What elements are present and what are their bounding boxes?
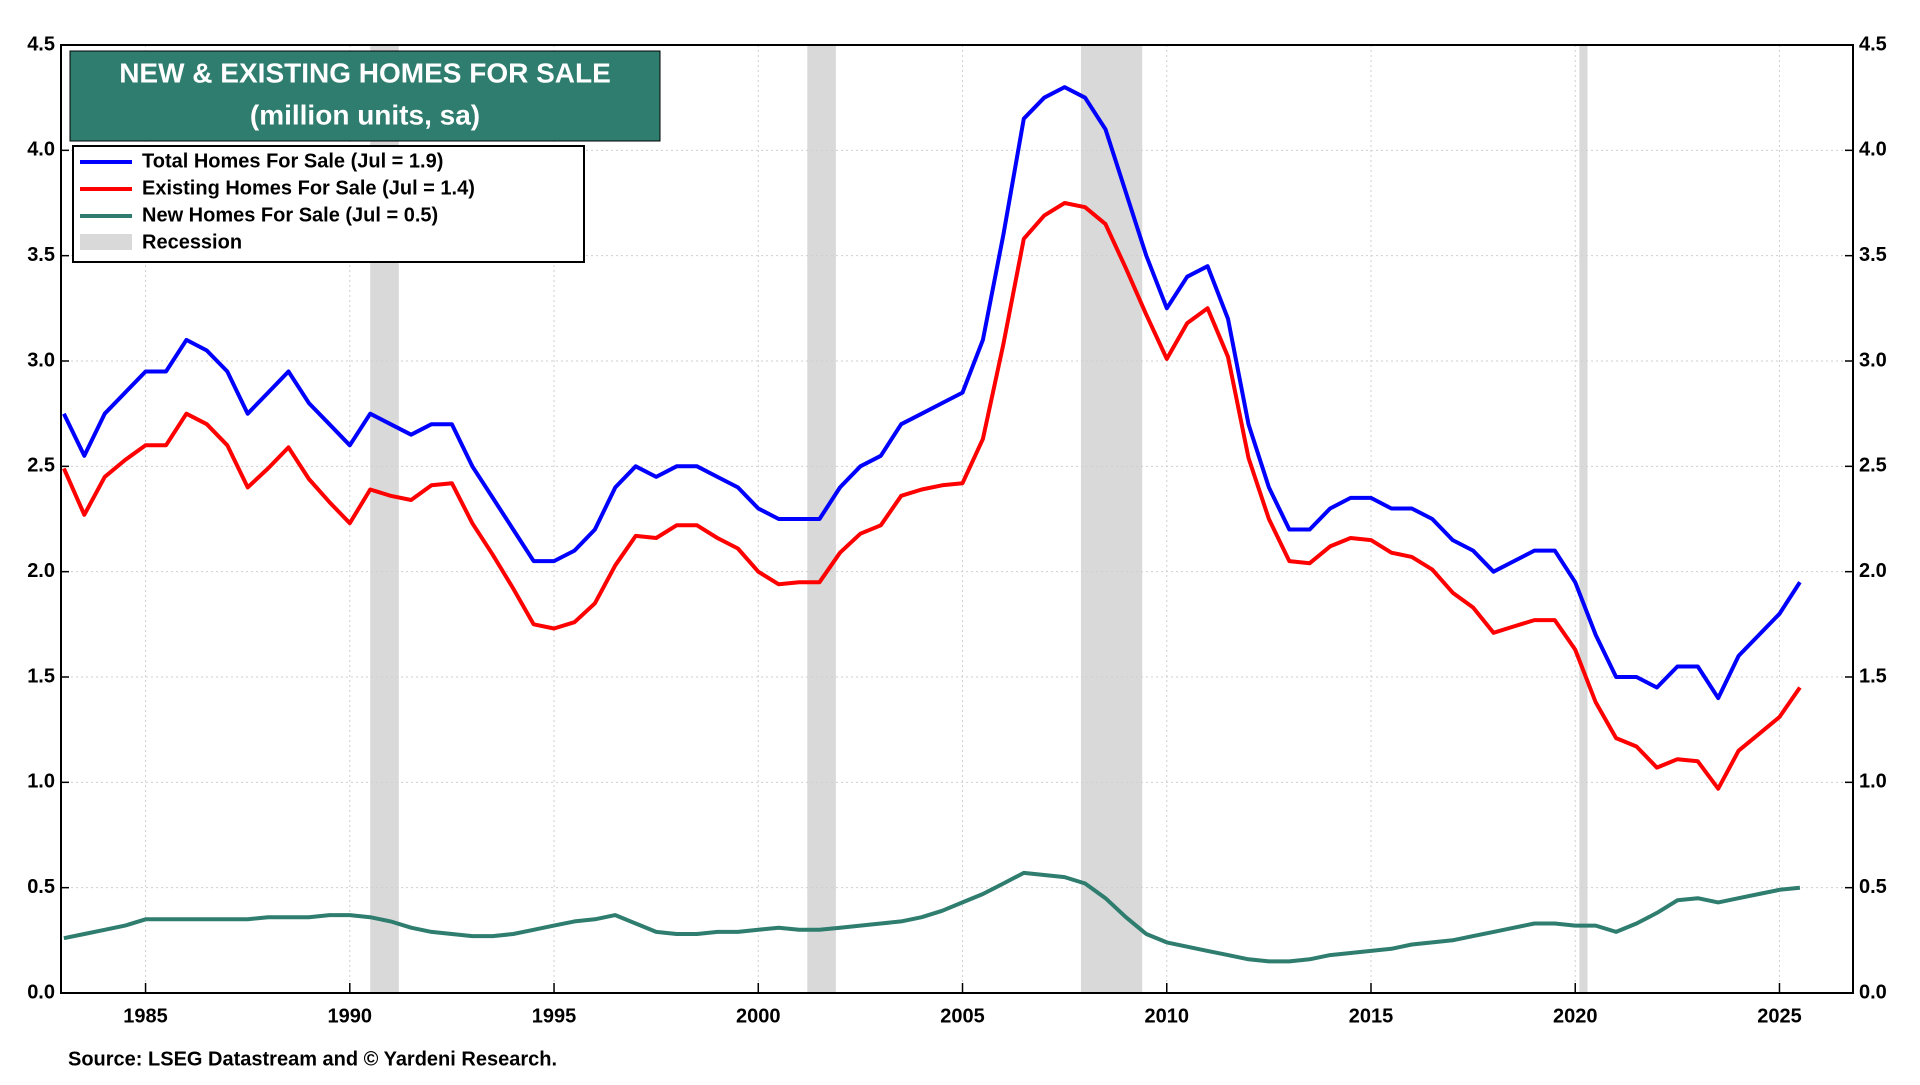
y-tick-label: 1.0 bbox=[27, 771, 55, 793]
y2-tick-label: 2.0 bbox=[1859, 560, 1887, 582]
y-tick-label: 0.0 bbox=[27, 981, 55, 1003]
x-tick-label: 2020 bbox=[1553, 1005, 1598, 1027]
series-line bbox=[62, 85, 1802, 701]
x-tick-label: 2005 bbox=[940, 1005, 985, 1027]
legend-box bbox=[72, 145, 585, 263]
legend-label: Existing Homes For Sale (Jul = 1.4) bbox=[142, 177, 475, 199]
x-tick-label: 2025 bbox=[1757, 1005, 1802, 1027]
y-tick-label: 4.5 bbox=[27, 33, 55, 55]
y-tick-label: 2.0 bbox=[27, 560, 55, 582]
x-tick-label: 2000 bbox=[736, 1005, 781, 1027]
plot-frame bbox=[60, 44, 1854, 994]
x-tick-label: 1990 bbox=[328, 1005, 373, 1027]
x-tick-label: 1995 bbox=[532, 1005, 577, 1027]
y2-tick-label: 4.0 bbox=[1859, 139, 1887, 161]
x-tick-label: 2015 bbox=[1349, 1005, 1394, 1027]
x-tick-label: 2010 bbox=[1145, 1005, 1190, 1027]
y-tick-label: 1.5 bbox=[27, 665, 55, 687]
y2-tick-label: 1.5 bbox=[1859, 665, 1887, 687]
y2-tick-label: 3.5 bbox=[1859, 244, 1887, 266]
legend-swatch bbox=[80, 234, 132, 250]
y2-tick-label: 1.0 bbox=[1859, 771, 1887, 793]
y-tick-label: 0.5 bbox=[27, 876, 55, 898]
y-tick-label: 3.0 bbox=[27, 349, 55, 371]
legend-label: New Homes For Sale (Jul = 0.5) bbox=[142, 204, 438, 226]
y2-tick-label: 0.5 bbox=[1859, 876, 1887, 898]
legend-label: Total Homes For Sale (Jul = 1.9) bbox=[142, 150, 443, 172]
y2-tick-label: 2.5 bbox=[1859, 455, 1887, 477]
title-box bbox=[69, 50, 661, 142]
x-tick-label: 1985 bbox=[123, 1005, 168, 1027]
source-note: Source: LSEG Datastream and © Yardeni Re… bbox=[68, 1048, 557, 1070]
legend-label: Recession bbox=[142, 231, 242, 253]
y2-tick-label: 3.0 bbox=[1859, 349, 1887, 371]
recession-band bbox=[1579, 45, 1588, 993]
plot-lines bbox=[62, 85, 1802, 964]
chart-subtitle: (million units, sa) bbox=[250, 99, 480, 130]
legend: Total Homes For Sale (Jul = 1.9) Existing… bbox=[80, 150, 475, 253]
y-tick-label: 2.5 bbox=[27, 455, 55, 477]
series-line bbox=[62, 201, 1802, 791]
y2-tick-label: 0.0 bbox=[1859, 981, 1887, 1003]
y2-tick-label: 4.5 bbox=[1859, 33, 1887, 55]
recession-band bbox=[1080, 45, 1143, 993]
y-tick-label: 4.0 bbox=[27, 139, 55, 161]
y-tick-label: 3.5 bbox=[27, 244, 55, 266]
series-line bbox=[63, 870, 1801, 964]
chart-title: NEW & EXISTING HOMES FOR SALE bbox=[119, 57, 611, 88]
